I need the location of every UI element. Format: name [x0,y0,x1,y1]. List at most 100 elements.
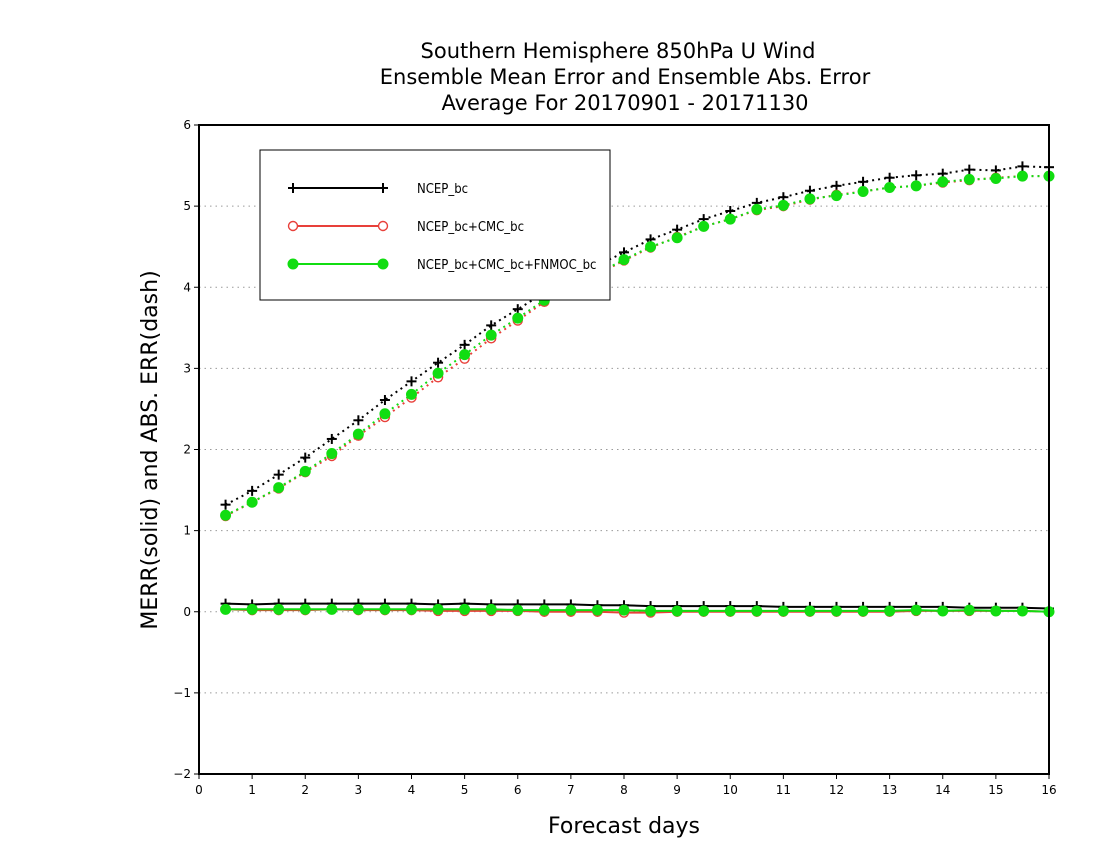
y-tick-label: 2 [183,443,191,457]
abs-err-point [804,193,816,205]
mean-err-point [963,604,975,616]
x-tick-label: 14 [935,783,950,797]
mean-err-point [724,605,736,617]
mean-err-point [777,605,789,617]
abs-err-point [884,172,895,183]
mean-err-point [220,603,232,615]
title-line-3: Average For 20170901 - 20171130 [441,91,808,115]
abs-err-point [1016,170,1028,182]
abs-err-point [300,452,311,463]
legend-label: NCEP_bc+CMC_bc [417,220,524,235]
x-tick-label: 7 [567,783,575,797]
y-tick-label: 4 [183,280,191,294]
mean-err-point [246,603,258,615]
mean-err-point [804,605,816,617]
y-tick-label: 1 [183,524,191,538]
abs-err-point [220,499,231,510]
y-tick-label: −1 [173,686,191,700]
mean-err-point [565,604,577,616]
abs-err-point [831,180,842,191]
mean-err-point [937,605,949,617]
legend-label: NCEP_bc+CMC_bc+FNMOC_bc [417,258,596,273]
abs-err-point [352,428,364,440]
mean-err-point [990,605,1002,617]
abs-err-point [512,312,524,324]
x-tick-label: 16 [1041,783,1056,797]
mean-err-point [432,603,444,615]
abs-err-point [671,232,683,244]
abs-err-point [273,482,285,494]
mean-err-point [326,603,338,615]
y-tick-label: 5 [183,199,191,213]
mean-err-point [857,605,869,617]
mean-err-point [671,605,683,617]
mean-err-point [831,605,842,617]
abs-err-point [353,415,364,426]
x-tick-label: 8 [620,783,628,797]
legend-marker [377,258,389,270]
x-tick-label: 2 [301,783,309,797]
legend-marker [377,220,389,232]
abs-err-point [459,339,470,350]
abs-err-point [1017,161,1028,172]
mean-err-point [538,604,550,616]
x-tick-label: 6 [514,783,522,797]
x-tick-label: 9 [673,783,681,797]
abs-err-point [485,329,497,341]
abs-err-point [964,164,975,175]
series-layer [220,161,1055,618]
mean-err-point [273,603,285,615]
abs-err-point [698,220,710,232]
chart-title: Southern Hemisphere 850hPa U Wind Ensemb… [380,39,871,115]
x-axis-label: Forecast days [548,814,700,839]
legend-marker [287,220,299,232]
mean-err-point [618,604,630,616]
abs-err-point [884,181,896,193]
abs-err-point [326,448,338,460]
abs-err-point [645,241,657,253]
x-tick-label: 0 [195,783,203,797]
mean-err-point [1016,605,1028,617]
abs-err-point [432,367,444,379]
legend-marker [287,258,299,270]
abs-err-point [273,469,284,480]
mean-err-point [299,603,311,615]
abs-err-point [379,395,390,406]
x-tick-label: 5 [461,783,469,797]
x-tick-label: 10 [723,783,738,797]
abs-err-point [299,465,311,477]
mean-err-point [591,604,603,616]
abs-err-point [831,190,842,202]
abs-err-point [433,357,444,368]
abs-err-point [247,485,258,496]
abs-err-point [990,173,1002,185]
abs-err-point [724,213,736,225]
abs-err-point [963,173,975,185]
mean-err-point [406,603,417,615]
series-2 [220,170,1055,618]
y-tick-label: 3 [183,361,191,375]
mean-err-point [645,605,657,617]
abs-err-point [858,176,869,187]
mean-err-point [512,604,524,616]
abs-err-point [220,509,232,521]
x-tick-label: 4 [408,783,416,797]
mean-err-point [352,603,364,615]
abs-err-point [937,176,949,188]
abs-err-point [911,170,922,181]
x-tick-label: 15 [988,783,1003,797]
mean-err-point [379,603,391,615]
abs-err-point [857,186,869,198]
mean-err-point [884,605,896,617]
y-tick-label: −2 [173,767,191,781]
legend: NCEP_bc NCEP_bc+CMC_bc NCEP_bc+CMC_bc+FNMO… [259,149,611,301]
mean-err-point [751,605,763,617]
legend-label: NCEP_bc [417,182,468,197]
mean-err-line [225,602,1050,610]
title-line-2: Ensemble Mean Error and Ensemble Abs. Er… [380,65,871,89]
abs-err-line [225,165,1050,506]
abs-err-point [406,388,417,400]
abs-err-point [379,408,391,420]
